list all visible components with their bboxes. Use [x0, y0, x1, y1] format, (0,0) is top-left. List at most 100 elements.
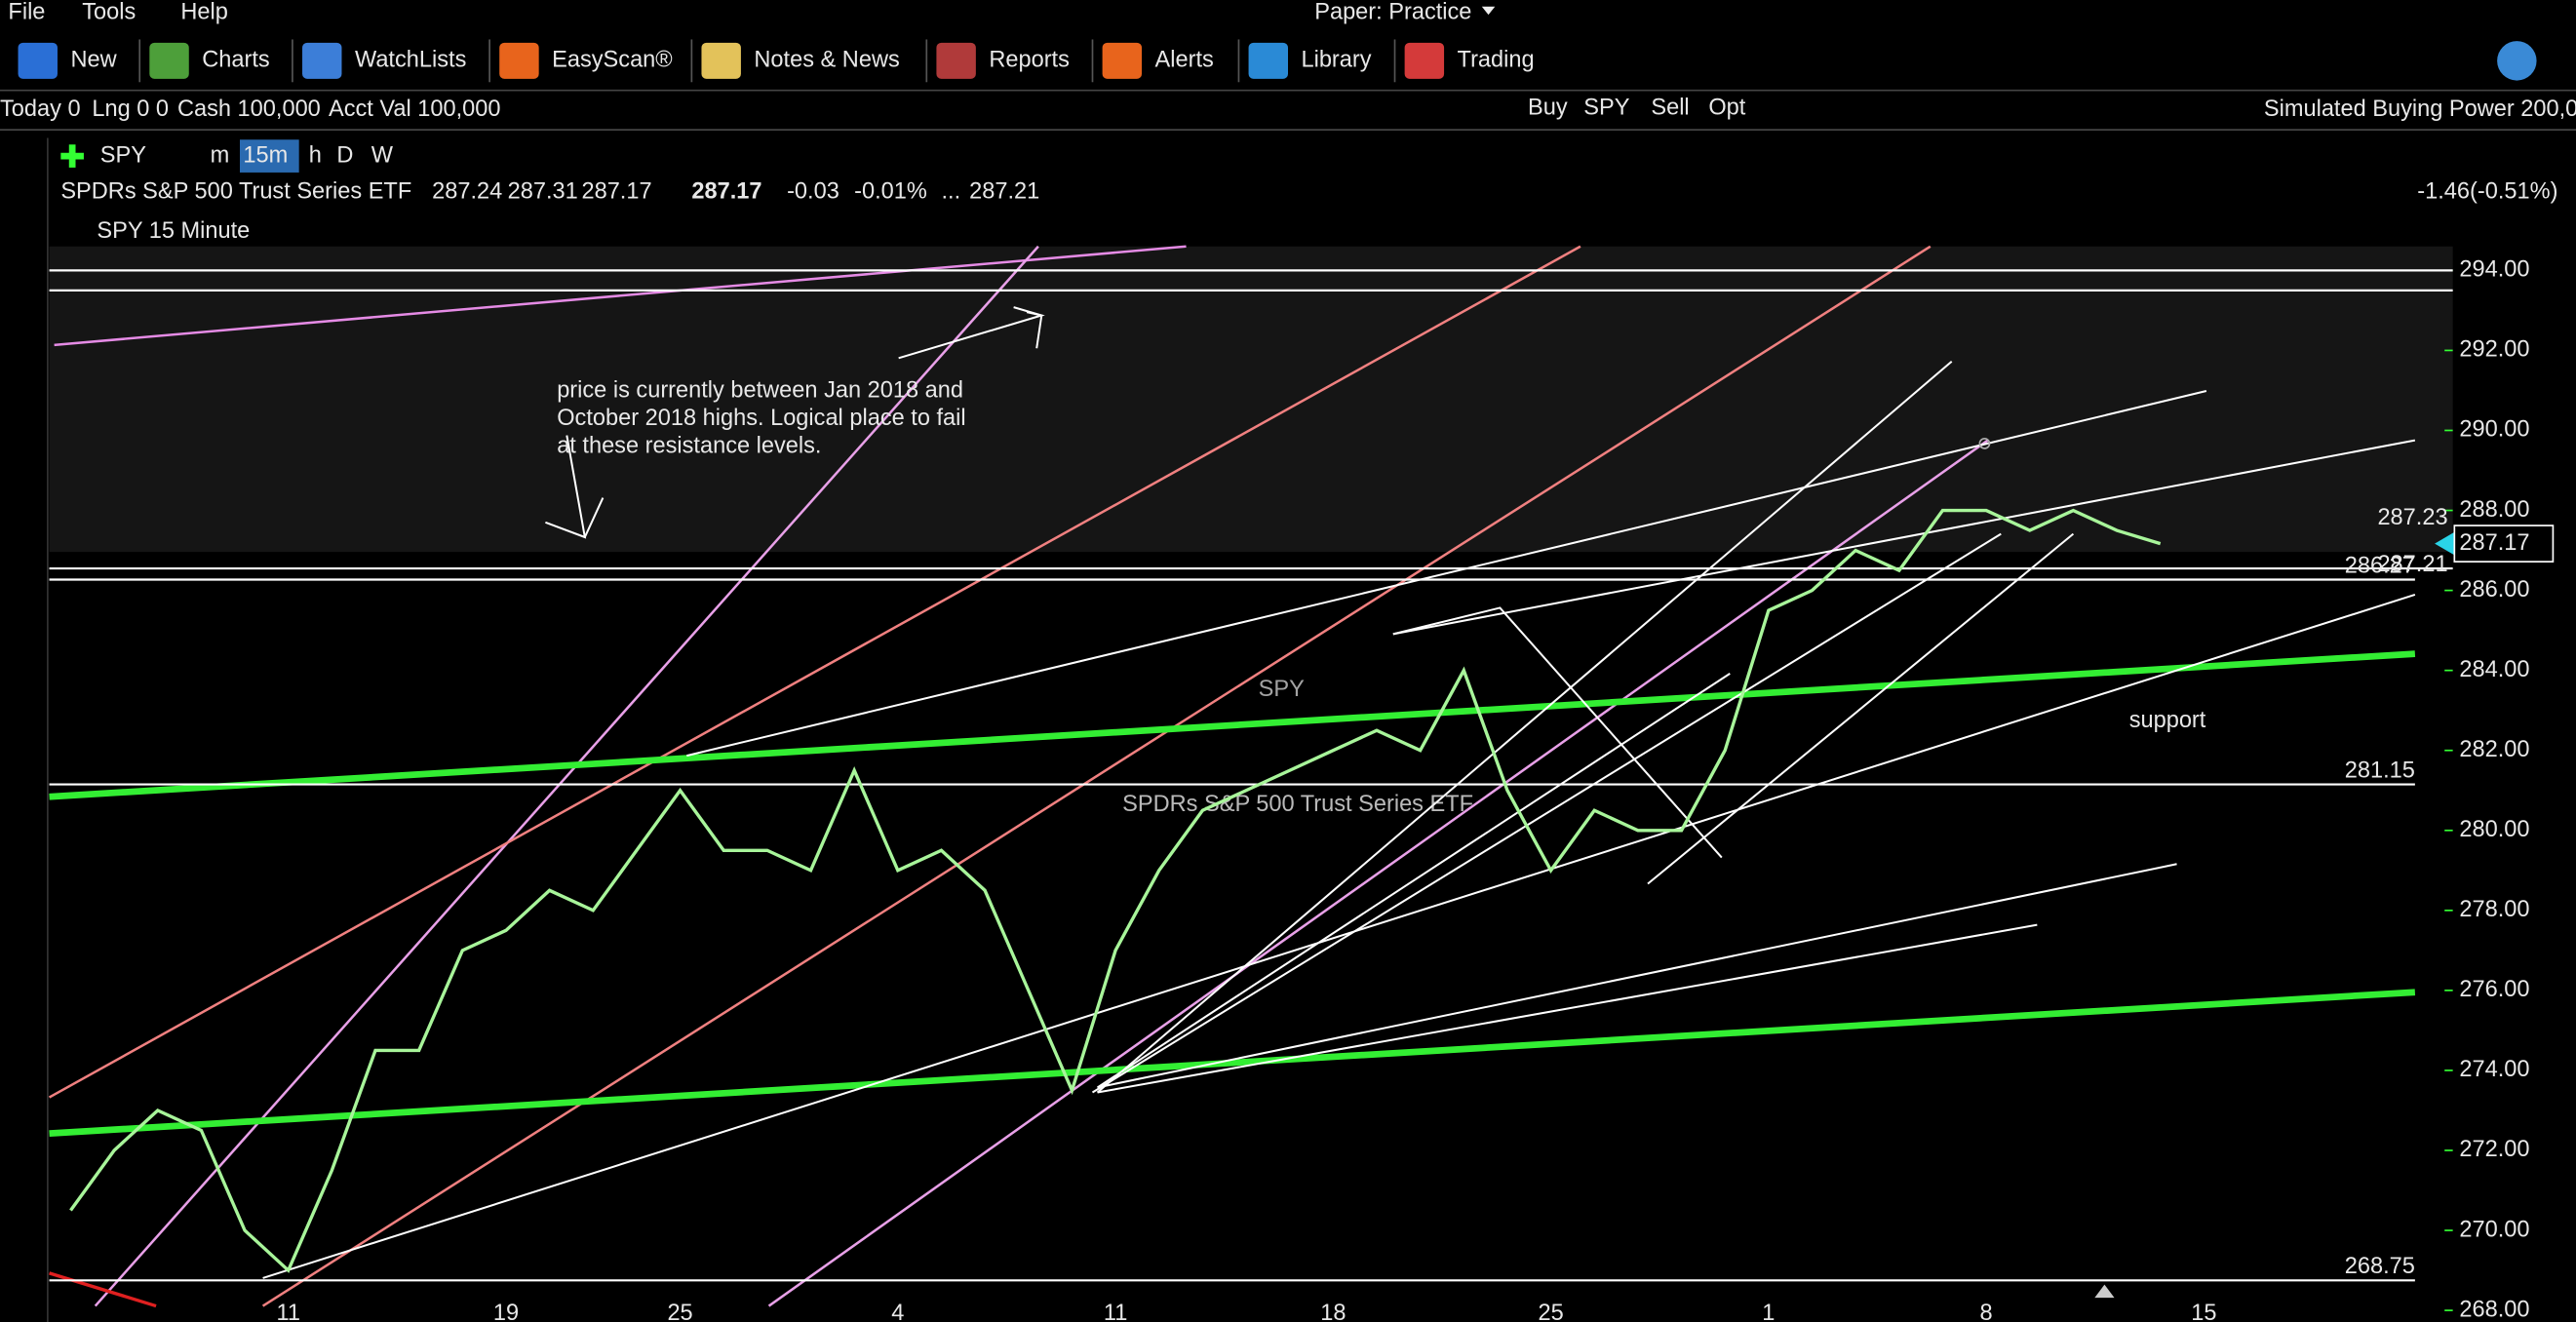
trendline — [1392, 439, 2416, 636]
trendline — [767, 439, 1989, 1307]
trendline — [49, 989, 2416, 1137]
toolbar-button[interactable]: Notes & News — [754, 47, 899, 72]
y-tick-label: 268.00 — [2459, 1296, 2529, 1321]
chart-title: SPY 15 Minute — [97, 217, 250, 243]
toolbar-icon[interactable] — [499, 42, 539, 79]
price-label: 287.23 — [2377, 504, 2447, 529]
trendline — [686, 390, 2207, 758]
annotation: price is currently between Jan 2018 and — [557, 376, 963, 402]
trendline — [1091, 532, 2002, 1094]
quote-field: -0.03 — [787, 177, 839, 203]
toolbar-icon[interactable] — [1102, 42, 1143, 79]
toolbar-button[interactable]: New — [70, 47, 117, 72]
toolbar-icon[interactable] — [936, 42, 976, 79]
watermark: SPY — [1259, 676, 1305, 701]
account-menu[interactable]: Paper: Practice — [1314, 0, 1471, 24]
toolbar-button[interactable]: Trading — [1458, 47, 1535, 72]
watermark: SPDRs S&P 500 Trust Series ETF — [1122, 791, 1473, 816]
interval-button[interactable]: h — [309, 141, 322, 167]
quote-field: SPDRs S&P 500 Trust Series ETF — [60, 177, 411, 203]
toolbar-icon[interactable] — [1248, 42, 1288, 79]
symbol: SPY — [100, 141, 146, 167]
interval-button[interactable]: 15m — [243, 141, 288, 167]
quote-field: -0.01% — [854, 177, 927, 203]
y-tick-label: 280.00 — [2459, 816, 2529, 841]
scroll-marker — [2094, 1284, 2115, 1299]
y-tick-label: 294.00 — [2459, 256, 2529, 282]
annotation: at these resistance levels. — [557, 433, 821, 458]
toolbar-button[interactable]: WatchLists — [355, 47, 466, 72]
opt-button[interactable]: Opt — [1708, 94, 1745, 119]
menu-item[interactable]: Tools — [82, 0, 136, 24]
status-field: Today 0 — [0, 96, 81, 121]
interval-button[interactable]: m — [211, 141, 230, 167]
trendline — [262, 594, 2416, 1279]
toolbar-button[interactable]: Library — [1301, 47, 1371, 72]
x-tick-label: 15 — [2191, 1300, 2216, 1322]
trendline — [1096, 673, 1731, 1089]
buying-power: Simulated Buying Power 200,0 — [2264, 96, 2576, 121]
trendline — [1096, 360, 1953, 1094]
price-label: 287.21 — [2377, 551, 2447, 576]
annotation: October 2018 highs. Logical place to fai… — [557, 405, 965, 430]
toolbar-button[interactable]: Charts — [202, 47, 269, 72]
x-tick-label: 4 — [891, 1300, 904, 1322]
day-change: -1.46(-0.51%) — [2417, 177, 2557, 203]
price-line — [69, 508, 2162, 1273]
trendlines — [48, 245, 2416, 1308]
toolbar-button[interactable]: EasyScan® — [552, 47, 673, 72]
interval-button[interactable]: W — [371, 141, 394, 167]
last-price-box — [2453, 525, 2555, 563]
toolbar-icon[interactable] — [1404, 42, 1445, 79]
toolbar-icon[interactable] — [149, 42, 189, 79]
sell-button[interactable]: Sell — [1651, 94, 1689, 119]
status-field: Acct Val 100,000 — [329, 96, 501, 121]
x-tick-label: 25 — [667, 1300, 692, 1322]
trendline — [49, 1271, 157, 1308]
quote-field: 287.21 — [969, 177, 1039, 203]
trendline — [1647, 532, 2075, 885]
y-tick-label: 270.00 — [2459, 1216, 2529, 1241]
x-tick-label: 11 — [1104, 1300, 1127, 1322]
y-tick-label: 284.00 — [2459, 656, 2529, 681]
trendline — [49, 650, 2416, 800]
trendline — [261, 245, 1932, 1307]
trendline — [1392, 606, 1723, 859]
toolbar-icon[interactable] — [701, 42, 741, 79]
quote-field: 287.31 — [508, 177, 578, 203]
trendline — [54, 245, 1187, 347]
trendline — [48, 245, 1581, 1099]
interval-button[interactable]: D — [336, 141, 353, 167]
quote-field: 287.17 — [691, 177, 761, 203]
x-tick-label: 18 — [1320, 1300, 1346, 1322]
dropdown-arrow[interactable] — [1481, 6, 1496, 16]
arrow — [1026, 311, 1043, 349]
last-price: 287.17 — [2459, 529, 2529, 555]
y-tick-label: 286.00 — [2459, 576, 2529, 602]
buy-button[interactable]: Buy — [1528, 94, 1568, 119]
x-tick-label: 19 — [493, 1300, 519, 1322]
annotation: support — [2129, 707, 2206, 732]
status-field: Cash 100,000 — [177, 96, 321, 121]
menu-item[interactable]: Help — [180, 0, 228, 24]
toolbar-button[interactable]: Alerts — [1155, 47, 1214, 72]
toolbar-icon[interactable] — [302, 42, 342, 79]
info-icon[interactable] — [2497, 41, 2537, 81]
last-price-marker — [2435, 531, 2455, 556]
resistance-zone — [49, 246, 2453, 553]
y-tick-label: 290.00 — [2459, 416, 2529, 442]
anchor — [1978, 438, 1991, 449]
symbol: SPY — [1583, 94, 1629, 119]
toolbar-button[interactable]: Reports — [989, 47, 1070, 72]
menu-item[interactable]: File — [8, 0, 45, 24]
y-tick-label: 288.00 — [2459, 496, 2529, 522]
arrow — [583, 497, 605, 538]
x-tick-label: 11 — [276, 1300, 299, 1322]
y-tick-label: 276.00 — [2459, 976, 2529, 1001]
toolbar-icon[interactable] — [18, 42, 58, 79]
y-tick-label: 274.00 — [2459, 1056, 2529, 1081]
y-tick-label: 282.00 — [2459, 736, 2529, 761]
